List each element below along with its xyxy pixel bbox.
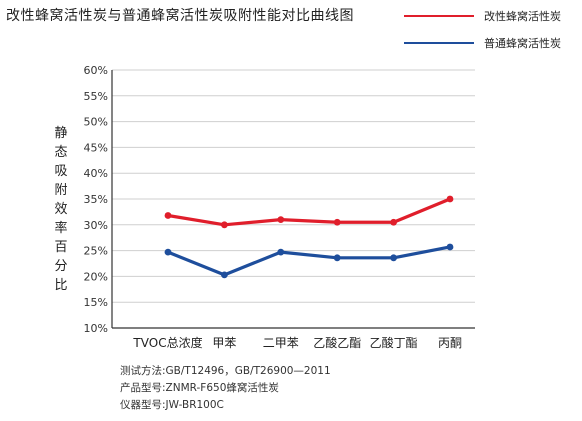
test-notes: 测试方法:GB/T12496，GB/T26900—2011 产品型号:ZNMR-… xyxy=(120,363,331,414)
data-point xyxy=(277,248,285,256)
note-instrument-model: 仪器型号:JW-BR100C xyxy=(120,399,224,411)
y-tick-label: 25% xyxy=(84,245,108,258)
y-tick-label: 50% xyxy=(84,116,108,129)
y-tick-label: 40% xyxy=(84,167,108,180)
legend-item-modified: 改性蜂窝活性炭 xyxy=(404,8,580,24)
y-tick-label: 30% xyxy=(84,219,108,232)
data-point xyxy=(446,195,454,203)
y-tick-label: 55% xyxy=(84,90,108,103)
x-tick-label: 乙酸乙酯 xyxy=(313,335,361,350)
data-point xyxy=(333,254,341,262)
y-tick-label: 15% xyxy=(84,296,108,309)
legend-swatch-ordinary xyxy=(404,42,474,44)
x-tick-label: 二甲苯 xyxy=(263,336,299,350)
data-point xyxy=(164,248,172,256)
y-axis-label: 静态吸附效率百分比 xyxy=(54,126,68,293)
note-test-method: 测试方法:GB/T12496，GB/T26900—2011 xyxy=(120,365,331,377)
data-point xyxy=(277,216,285,224)
data-point xyxy=(446,243,454,251)
legend-swatch-modified xyxy=(404,15,474,17)
x-tick-label: 丙酮 xyxy=(438,336,462,350)
x-tick-label: TVOC总浓度 xyxy=(132,335,202,350)
x-tick-label: 甲苯 xyxy=(212,336,236,350)
note-product-model: 产品型号:ZNMR-F650蜂窝活性炭 xyxy=(120,382,279,394)
series-line-modified xyxy=(166,197,452,227)
data-point xyxy=(164,212,172,219)
x-tick-label: 乙酸丁酯 xyxy=(370,335,418,350)
data-point xyxy=(333,218,341,226)
data-point xyxy=(390,218,397,226)
data-point xyxy=(221,271,228,279)
legend-label-ordinary: 普通蜂窝活性炭 xyxy=(484,37,561,50)
data-point xyxy=(221,221,228,229)
y-tick-label: 60% xyxy=(84,64,108,77)
y-tick-label: 20% xyxy=(84,270,108,283)
chart-title: 改性蜂窝活性炭与普通蜂窝活性炭吸附性能对比曲线图 xyxy=(6,8,354,24)
legend-item-ordinary: 普通蜂窝活性炭 xyxy=(404,35,580,51)
y-tick-label: 10% xyxy=(84,322,108,335)
legend-label-modified: 改性蜂窝活性炭 xyxy=(484,10,561,23)
series-line-ordinary xyxy=(166,245,452,277)
data-point xyxy=(390,254,397,262)
y-tick-label: 45% xyxy=(84,141,108,154)
y-tick-label: 35% xyxy=(84,193,108,206)
